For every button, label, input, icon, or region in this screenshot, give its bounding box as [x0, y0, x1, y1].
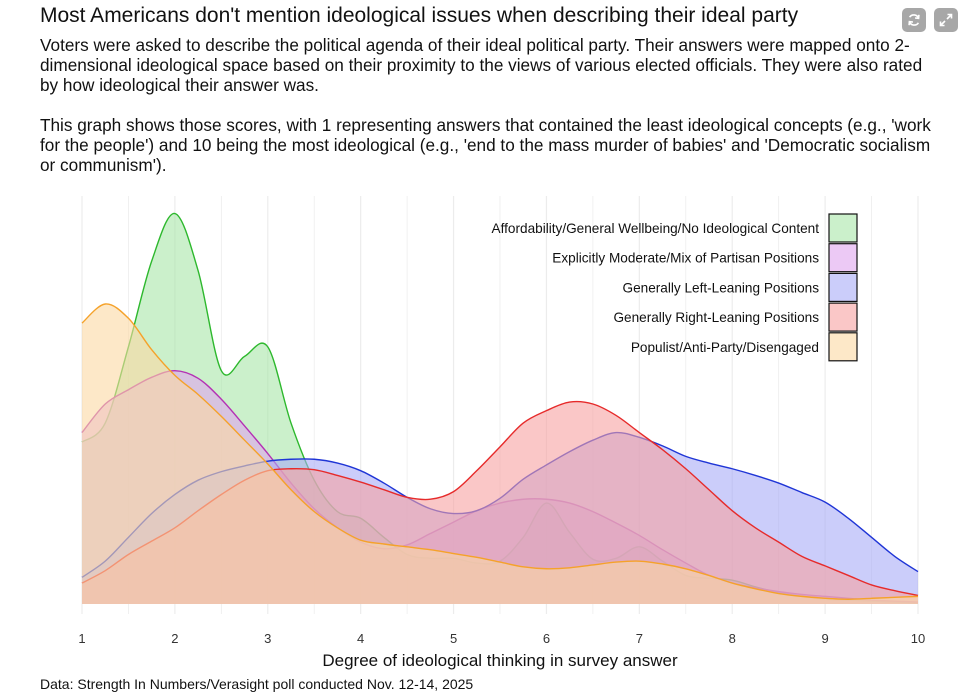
x-tick-label: 7 — [636, 631, 643, 646]
x-tick-label: 4 — [357, 631, 364, 646]
x-tick-label: 3 — [264, 631, 271, 646]
legend-swatch-generally-right-leaning-positions — [828, 302, 858, 332]
refresh-button[interactable] — [902, 8, 926, 32]
legend-swatch-explicitly-moderate-mix-of-partisan-positions — [828, 243, 858, 273]
subtitle-paragraph-1: Voters were asked to describe the politi… — [40, 35, 923, 95]
legend-label-generally-left-leaning-positions: Generally Left-Leaning Positions — [623, 280, 820, 295]
legend: Affordability/General Wellbeing/No Ideol… — [492, 213, 858, 362]
x-tick-label: 9 — [821, 631, 828, 646]
legend-swatch-generally-left-leaning-positions — [828, 272, 858, 302]
chart-subtitle: Voters were asked to describe the politi… — [40, 35, 940, 175]
x-tick-label: 5 — [450, 631, 457, 646]
density-line-populist-anti-party-disengaged — [81, 303, 919, 600]
legend-label-generally-right-leaning-positions: Generally Right-Leaning Positions — [613, 310, 819, 325]
subtitle-paragraph-2: This graph shows those scores, with 1 re… — [40, 115, 931, 175]
x-axis-label: Degree of ideological thinking in survey… — [322, 651, 678, 670]
x-tick-label: 10 — [911, 631, 925, 646]
data-source-note: Data: Strength In Numbers/Verasight poll… — [40, 676, 474, 692]
expand-icon — [939, 13, 953, 27]
legend-label-populist-anti-party-disengaged: Populist/Anti-Party/Disengaged — [631, 340, 819, 355]
legend-label-affordability-general-wellbeing-no-ideological-content: Affordability/General Wellbeing/No Ideol… — [492, 221, 820, 236]
legend-swatch-populist-anti-party-disengaged — [828, 332, 858, 362]
density-areas — [81, 212, 919, 604]
expand-button[interactable] — [934, 8, 958, 32]
legend-label-explicitly-moderate-mix-of-partisan-positions: Explicitly Moderate/Mix of Partisan Posi… — [552, 251, 819, 266]
x-tick-label: 2 — [171, 631, 178, 646]
x-tick-label: 8 — [729, 631, 736, 646]
density-area-populist-anti-party-disengaged — [82, 303, 918, 604]
x-tick-label: 1 — [78, 631, 85, 646]
x-axis-ticks: 1 2 3 4 5 6 7 8 9 10 — [78, 631, 925, 646]
x-tick-label: 6 — [543, 631, 550, 646]
refresh-icon — [908, 14, 920, 26]
chart-title: Most Americans don't mention ideological… — [40, 4, 799, 27]
legend-swatch-affordability-general-wellbeing-no-ideological-content — [828, 213, 858, 243]
